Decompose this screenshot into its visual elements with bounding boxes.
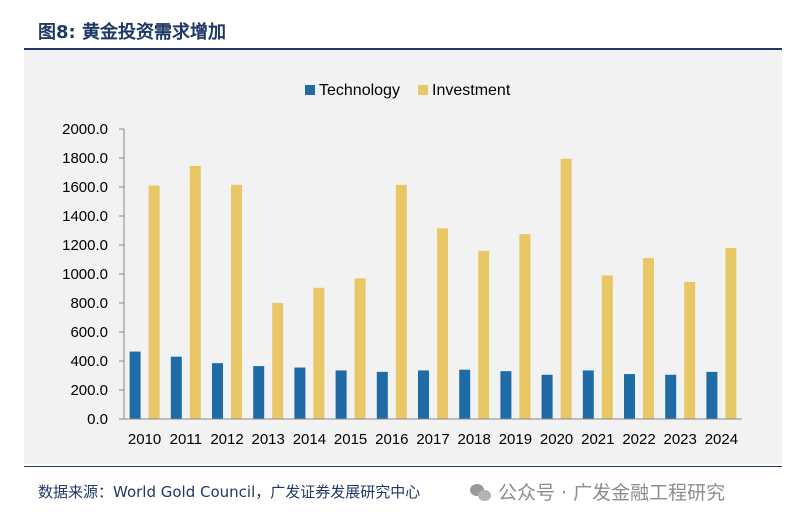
bar-investment-2023 — [684, 281, 696, 419]
y-tick-label: 400.0 — [70, 353, 108, 370]
bar-technology-2024 — [706, 371, 718, 419]
x-tick-label: 2012 — [210, 431, 243, 448]
x-tick-label: 2020 — [540, 431, 573, 448]
bar-investment-2020 — [560, 158, 572, 419]
bar-technology-2012 — [212, 363, 223, 419]
x-tick-label: 2023 — [664, 431, 697, 448]
source-note: 数据来源：World Gold Council，广发证券发展研究中心 — [38, 483, 421, 501]
y-tick-label: 1400.0 — [62, 208, 108, 225]
figure-title: 图8: 黄金投资需求增加 — [38, 22, 226, 43]
y-tick-label: 1200.0 — [62, 237, 108, 254]
legend-swatch-technology — [305, 85, 315, 95]
bar-series — [129, 158, 737, 419]
x-tick-label: 2018 — [458, 431, 491, 448]
wechat-icon — [470, 482, 492, 502]
bar-technology-2018 — [459, 369, 471, 419]
legend-label-investment: Investment — [432, 82, 511, 99]
x-tick-label: 2024 — [705, 431, 738, 448]
x-tick-label: 2016 — [375, 431, 408, 448]
y-tick-label: 1600.0 — [62, 179, 108, 196]
bar-technology-2014 — [294, 367, 306, 419]
bar-technology-2016 — [376, 371, 388, 419]
y-tick-label: 200.0 — [70, 382, 108, 399]
chart-legend: Technology Investment — [305, 82, 511, 99]
x-tick-label: 2015 — [334, 431, 367, 448]
bar-technology-2021 — [582, 370, 594, 419]
bar-technology-2013 — [253, 366, 265, 419]
y-tick-label: 600.0 — [70, 324, 108, 341]
bar-investment-2017 — [437, 228, 448, 419]
x-axis: 2010 2011 2012 2013 2014 2015 2016 2017 2018 2019… — [124, 418, 742, 448]
bar-investment-2013 — [272, 303, 284, 419]
x-tick-label: 2022 — [622, 431, 655, 448]
bar-technology-2020 — [541, 374, 553, 419]
x-tick-label: 2017 — [416, 431, 449, 448]
y-tick-label: 1800.0 — [62, 150, 108, 167]
bar-technology-2022 — [624, 374, 635, 419]
y-tick-label: 800.0 — [70, 295, 108, 312]
x-tick-label: 2011 — [170, 431, 202, 448]
watermark: 公众号 · 广发金融工程研究 — [470, 478, 725, 505]
y-tick-label: 0.0 — [87, 411, 108, 428]
bar-technology-2019 — [500, 371, 512, 419]
bar-investment-2021 — [601, 275, 613, 419]
bar-investment-2019 — [519, 234, 531, 419]
bar-technology-2011 — [170, 356, 182, 419]
y-tick-label: 2000.0 — [62, 121, 108, 138]
x-tick-label: 2021 — [581, 431, 614, 448]
x-tick-label: 2013 — [252, 431, 285, 448]
bar-investment-2022 — [643, 258, 654, 419]
legend-label-technology: Technology — [319, 82, 400, 99]
bar-investment-2024 — [725, 247, 737, 419]
y-tick-label: 1000.0 — [62, 266, 108, 283]
bar-investment-2010 — [148, 185, 160, 419]
x-tick-label: 2019 — [499, 431, 532, 448]
bar-investment-2012 — [231, 184, 242, 419]
x-tick-label: 2010 — [128, 431, 161, 448]
bar-technology-2015 — [335, 370, 347, 419]
bar-technology-2023 — [665, 374, 677, 419]
bar-technology-2010 — [129, 351, 141, 419]
legend-swatch-investment — [418, 85, 428, 95]
watermark-text: 公众号 · 广发金融工程研究 — [498, 482, 726, 504]
title-rule — [24, 48, 782, 50]
bar-investment-2015 — [354, 278, 366, 419]
footer-rule — [24, 466, 782, 467]
x-tick-label: 2014 — [293, 431, 326, 448]
bar-investment-2011 — [189, 165, 201, 419]
bar-technology-2017 — [418, 370, 429, 419]
bar-investment-2018 — [478, 250, 490, 419]
bar-investment-2016 — [395, 184, 407, 419]
y-axis: 0.0 200.0 400.0 600.0 800.0 1000.0 1200.0 1400.… — [62, 121, 125, 428]
bar-investment-2014 — [313, 287, 325, 419]
